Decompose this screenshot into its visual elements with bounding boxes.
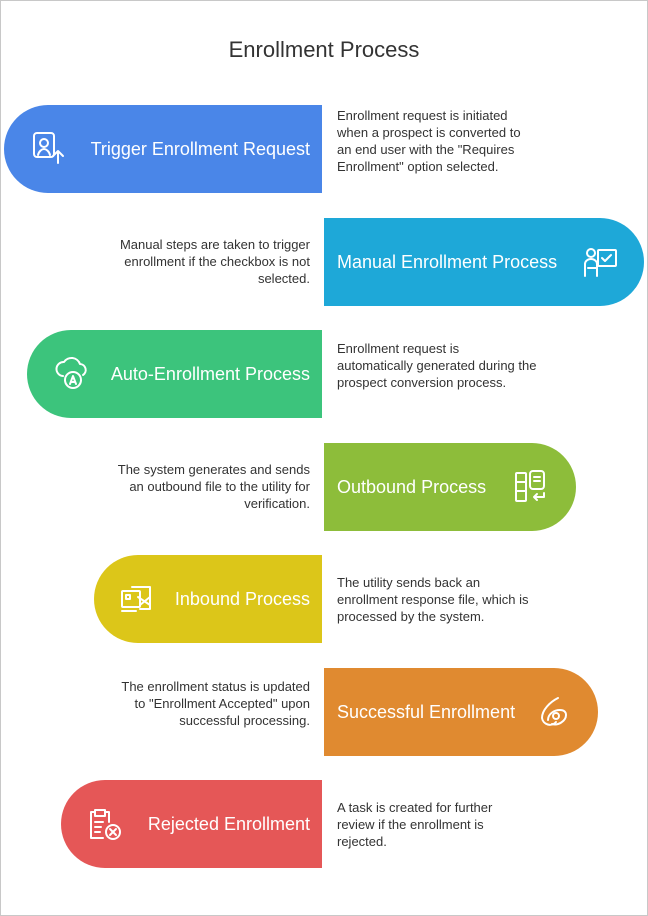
success-swirl-icon <box>541 697 567 726</box>
step-manual-enrollment-process: Manual Enrollment Process <box>324 218 644 306</box>
step-description: The system generates and sends an outbou… <box>117 462 310 511</box>
step-description: Enrollment request is initiated when a p… <box>337 108 521 174</box>
step-rejected-enrollment: Rejected Enrollment <box>61 780 322 868</box>
step-outbound-process: Outbound Process <box>324 443 576 531</box>
step-description: The utility sends back an enrollment res… <box>337 575 529 624</box>
step-label: Rejected Enrollment <box>147 813 310 834</box>
user-upload-icon <box>33 132 64 164</box>
step-label: Inbound Process <box>174 588 310 609</box>
step-auto-enrollment-process: Auto-Enrollment Process <box>27 330 322 418</box>
step-successful-enrollment: Successful Enrollment <box>324 668 598 756</box>
step-trigger-enrollment-request: Trigger Enrollment Request <box>4 105 322 193</box>
step-label: Manual Enrollment Process <box>337 251 558 272</box>
step-label: Trigger Enrollment Request <box>90 138 310 159</box>
step-label: Auto-Enrollment Process <box>110 363 310 384</box>
step-description: Manual steps are taken to trigger enroll… <box>119 237 310 286</box>
cloud-auto-icon <box>55 357 87 389</box>
step-inbound-process: Inbound Process <box>94 555 322 643</box>
presenter-check-icon <box>584 248 617 277</box>
step-label: Outbound Process <box>337 476 487 497</box>
step-description: A task is created for further review if … <box>337 800 493 849</box>
step-description: Enrollment request is automatically gene… <box>337 341 537 390</box>
document-send-icon <box>515 470 545 502</box>
step-description: The enrollment status is updated to "Enr… <box>121 679 310 728</box>
page-title: Enrollment Process <box>228 37 420 62</box>
step-label: Successful Enrollment <box>337 701 516 722</box>
clipboard-reject-icon <box>90 809 121 840</box>
inbox-mail-icon <box>121 586 151 612</box>
